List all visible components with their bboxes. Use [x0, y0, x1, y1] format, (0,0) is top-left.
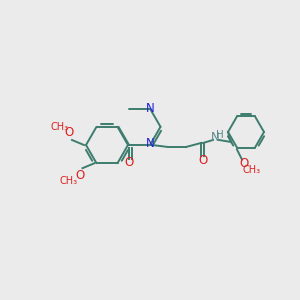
Text: O: O	[64, 127, 74, 140]
Text: CH₃: CH₃	[243, 165, 261, 175]
Text: H: H	[216, 130, 224, 140]
Text: CH₃: CH₃	[59, 176, 78, 186]
Text: N: N	[211, 131, 219, 145]
Text: O: O	[124, 157, 134, 169]
Text: O: O	[239, 157, 249, 170]
Text: O: O	[75, 169, 84, 182]
Text: N: N	[146, 102, 154, 115]
Text: O: O	[198, 154, 208, 167]
Text: CH₃: CH₃	[51, 122, 69, 132]
Text: N: N	[146, 137, 154, 151]
